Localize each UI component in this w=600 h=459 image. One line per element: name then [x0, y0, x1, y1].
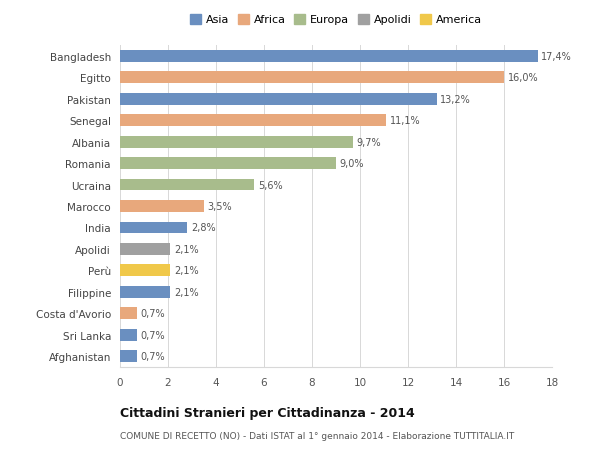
Bar — [120, 222, 187, 234]
Text: Cittadini Stranieri per Cittadinanza - 2014: Cittadini Stranieri per Cittadinanza - 2… — [120, 406, 415, 419]
Bar — [120, 94, 437, 106]
Text: COMUNE DI RECETTO (NO) - Dati ISTAT al 1° gennaio 2014 - Elaborazione TUTTITALIA: COMUNE DI RECETTO (NO) - Dati ISTAT al 1… — [120, 431, 514, 441]
Bar — [120, 265, 170, 277]
Text: 9,0%: 9,0% — [340, 159, 364, 169]
Bar — [120, 308, 137, 319]
Bar — [120, 115, 386, 127]
Text: 0,7%: 0,7% — [140, 330, 165, 340]
Bar — [120, 72, 504, 84]
Bar — [120, 329, 137, 341]
Bar — [120, 136, 353, 148]
Text: 9,7%: 9,7% — [356, 137, 381, 147]
Bar — [120, 351, 137, 363]
Bar — [120, 179, 254, 191]
Text: 5,6%: 5,6% — [258, 180, 283, 190]
Text: 17,4%: 17,4% — [541, 51, 572, 62]
Text: 2,1%: 2,1% — [174, 287, 199, 297]
Bar — [120, 201, 204, 213]
Bar — [120, 286, 170, 298]
Text: 2,8%: 2,8% — [191, 223, 215, 233]
Text: 0,7%: 0,7% — [140, 308, 165, 319]
Text: 13,2%: 13,2% — [440, 95, 471, 105]
Text: 3,5%: 3,5% — [208, 202, 232, 212]
Bar — [120, 51, 538, 62]
Bar — [120, 243, 170, 255]
Text: 16,0%: 16,0% — [508, 73, 538, 83]
Text: 2,1%: 2,1% — [174, 244, 199, 254]
Legend: Asia, Africa, Europa, Apolidi, America: Asia, Africa, Europa, Apolidi, America — [188, 12, 484, 28]
Text: 2,1%: 2,1% — [174, 266, 199, 276]
Bar — [120, 158, 336, 170]
Text: 11,1%: 11,1% — [390, 116, 421, 126]
Text: 0,7%: 0,7% — [140, 352, 165, 362]
